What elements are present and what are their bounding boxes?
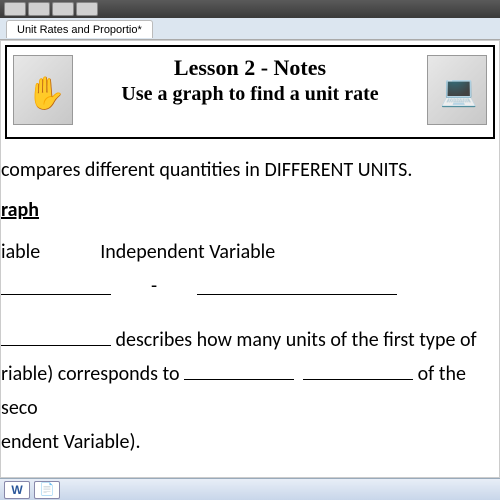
toolbar-button[interactable] — [28, 2, 50, 16]
fill-blank — [1, 324, 111, 346]
definition-text: compares different quantities in DIFFERE… — [1, 158, 412, 182]
toolbar-button[interactable] — [52, 2, 74, 16]
document-tab[interactable]: Unit Rates and Proportio* — [6, 20, 153, 38]
variable-labels-row: iable Independent Variable — [1, 239, 499, 265]
definition-line: compares different quantities in DIFFERE… — [1, 157, 499, 183]
document-body: compares different quantities in DIFFERE… — [1, 143, 499, 459]
description-paragraph: describes how many units of the first ty… — [1, 323, 499, 459]
toolbar-button[interactable] — [76, 2, 98, 16]
toolbar-button[interactable] — [4, 2, 26, 16]
tab-strip: Unit Rates and Proportio* — [0, 18, 500, 40]
header-titles: Lesson 2 - Notes Use a graph to find a u… — [79, 55, 421, 106]
document-area: Lesson 2 - Notes Use a graph to find a u… — [0, 40, 500, 478]
taskbar-app-button[interactable]: 📄 — [34, 481, 60, 499]
lesson-title: Lesson 2 - Notes — [79, 55, 421, 81]
independent-label: Independent Variable — [100, 239, 275, 265]
fill-blank — [1, 273, 111, 295]
para-line-2: riable) corresponds to of the seco — [1, 357, 499, 425]
word-icon: W — [11, 483, 22, 497]
word-app-button[interactable]: W — [4, 481, 30, 499]
para-line-1: describes how many units of the first ty… — [1, 323, 499, 357]
dash: - — [151, 273, 157, 299]
computer-icon — [427, 55, 487, 125]
blank-row: - — [1, 273, 499, 299]
fill-blank — [303, 358, 413, 380]
section-heading: raph — [1, 197, 499, 223]
para-line-3: endent Variable). — [1, 425, 499, 459]
fill-blank — [184, 358, 294, 380]
dependent-label-partial: iable — [1, 239, 40, 265]
hand-raised-icon — [13, 55, 73, 125]
app-toolbar — [0, 0, 500, 18]
taskbar: W 📄 — [0, 478, 500, 500]
fill-blank — [197, 273, 397, 295]
lesson-header-box: Lesson 2 - Notes Use a graph to find a u… — [5, 45, 495, 139]
lesson-subtitle: Use a graph to find a unit rate — [79, 83, 421, 106]
